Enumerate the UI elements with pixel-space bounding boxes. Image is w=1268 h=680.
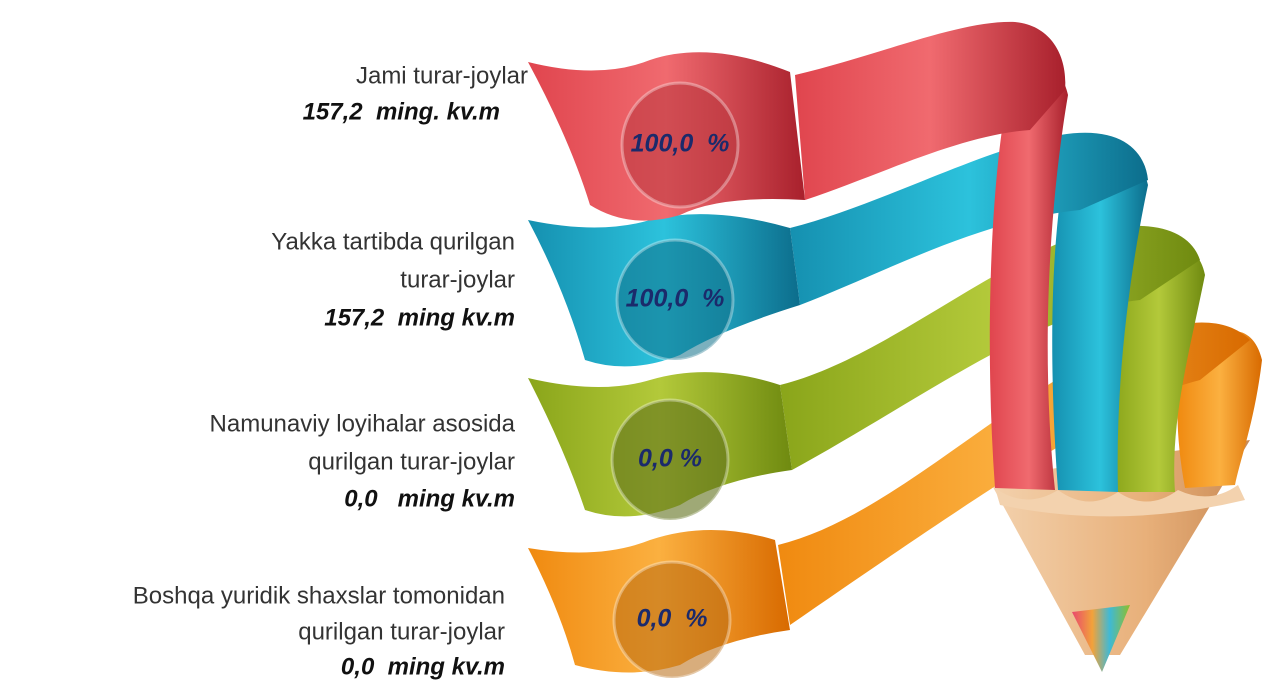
ribbon-vertical [1112, 247, 1205, 492]
item-label: Namunaviy loyihalar asosida [210, 410, 516, 437]
item-label: qurilgan turar-joylar [308, 448, 515, 475]
badge [615, 238, 735, 362]
item-percent: 100,0 % [626, 285, 725, 313]
item-label: Jami turar-joylar [356, 62, 528, 89]
ribbon-vertical [1052, 152, 1148, 493]
item-percent: 0,0 % [638, 445, 702, 473]
ribbon-connector [795, 21, 1066, 200]
pencil-scallop [995, 485, 1245, 517]
badge [612, 560, 732, 680]
item-percent: 100,0 % [631, 130, 730, 158]
item-label: Yakka tartibda qurilgan [271, 228, 515, 255]
pencil-tip [1072, 605, 1130, 672]
ribbon-vertical [989, 71, 1068, 490]
item-percent: 0,0 % [637, 605, 708, 633]
item-label: qurilgan turar-joylar [298, 618, 505, 645]
badge [610, 398, 730, 522]
item-label: Boshqa yuridik shaxslar tomonidan [133, 582, 505, 609]
item-value: 157,2 ming. kv.m [303, 98, 500, 125]
ribbon-connector [790, 132, 1148, 305]
item-value: 0,0 ming kv.m [344, 485, 515, 512]
item-value: 157,2 ming kv.m [324, 304, 515, 331]
item-label: turar-joylar [400, 266, 515, 293]
item-value: 0,0 ming kv.m [341, 653, 505, 680]
badge [620, 81, 740, 209]
texts: Jami turar-joylar 157,2 ming. kv.m 100,0 %… [133, 62, 730, 680]
